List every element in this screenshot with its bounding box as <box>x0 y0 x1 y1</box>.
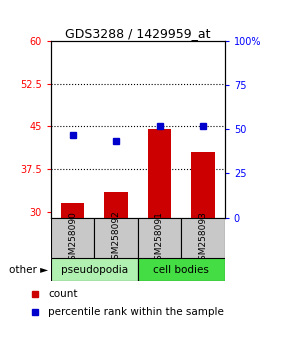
Text: GSM258092: GSM258092 <box>111 211 121 266</box>
Bar <box>148 129 171 218</box>
Bar <box>181 218 225 258</box>
Bar <box>51 258 138 281</box>
Bar <box>51 218 94 258</box>
Bar <box>94 218 138 258</box>
Text: percentile rank within the sample: percentile rank within the sample <box>48 307 224 316</box>
Text: GSM258090: GSM258090 <box>68 211 77 266</box>
Text: pseudopodia: pseudopodia <box>61 265 128 275</box>
Bar <box>104 192 128 218</box>
Text: count: count <box>48 289 78 299</box>
Text: GSM258093: GSM258093 <box>198 211 208 266</box>
Text: cell bodies: cell bodies <box>153 265 209 275</box>
Bar <box>138 258 225 281</box>
Text: GSM258091: GSM258091 <box>155 211 164 266</box>
Title: GDS3288 / 1429959_at: GDS3288 / 1429959_at <box>65 27 211 40</box>
Bar <box>138 218 181 258</box>
Bar <box>191 152 215 218</box>
Bar <box>61 204 84 218</box>
Text: other ►: other ► <box>9 265 48 275</box>
